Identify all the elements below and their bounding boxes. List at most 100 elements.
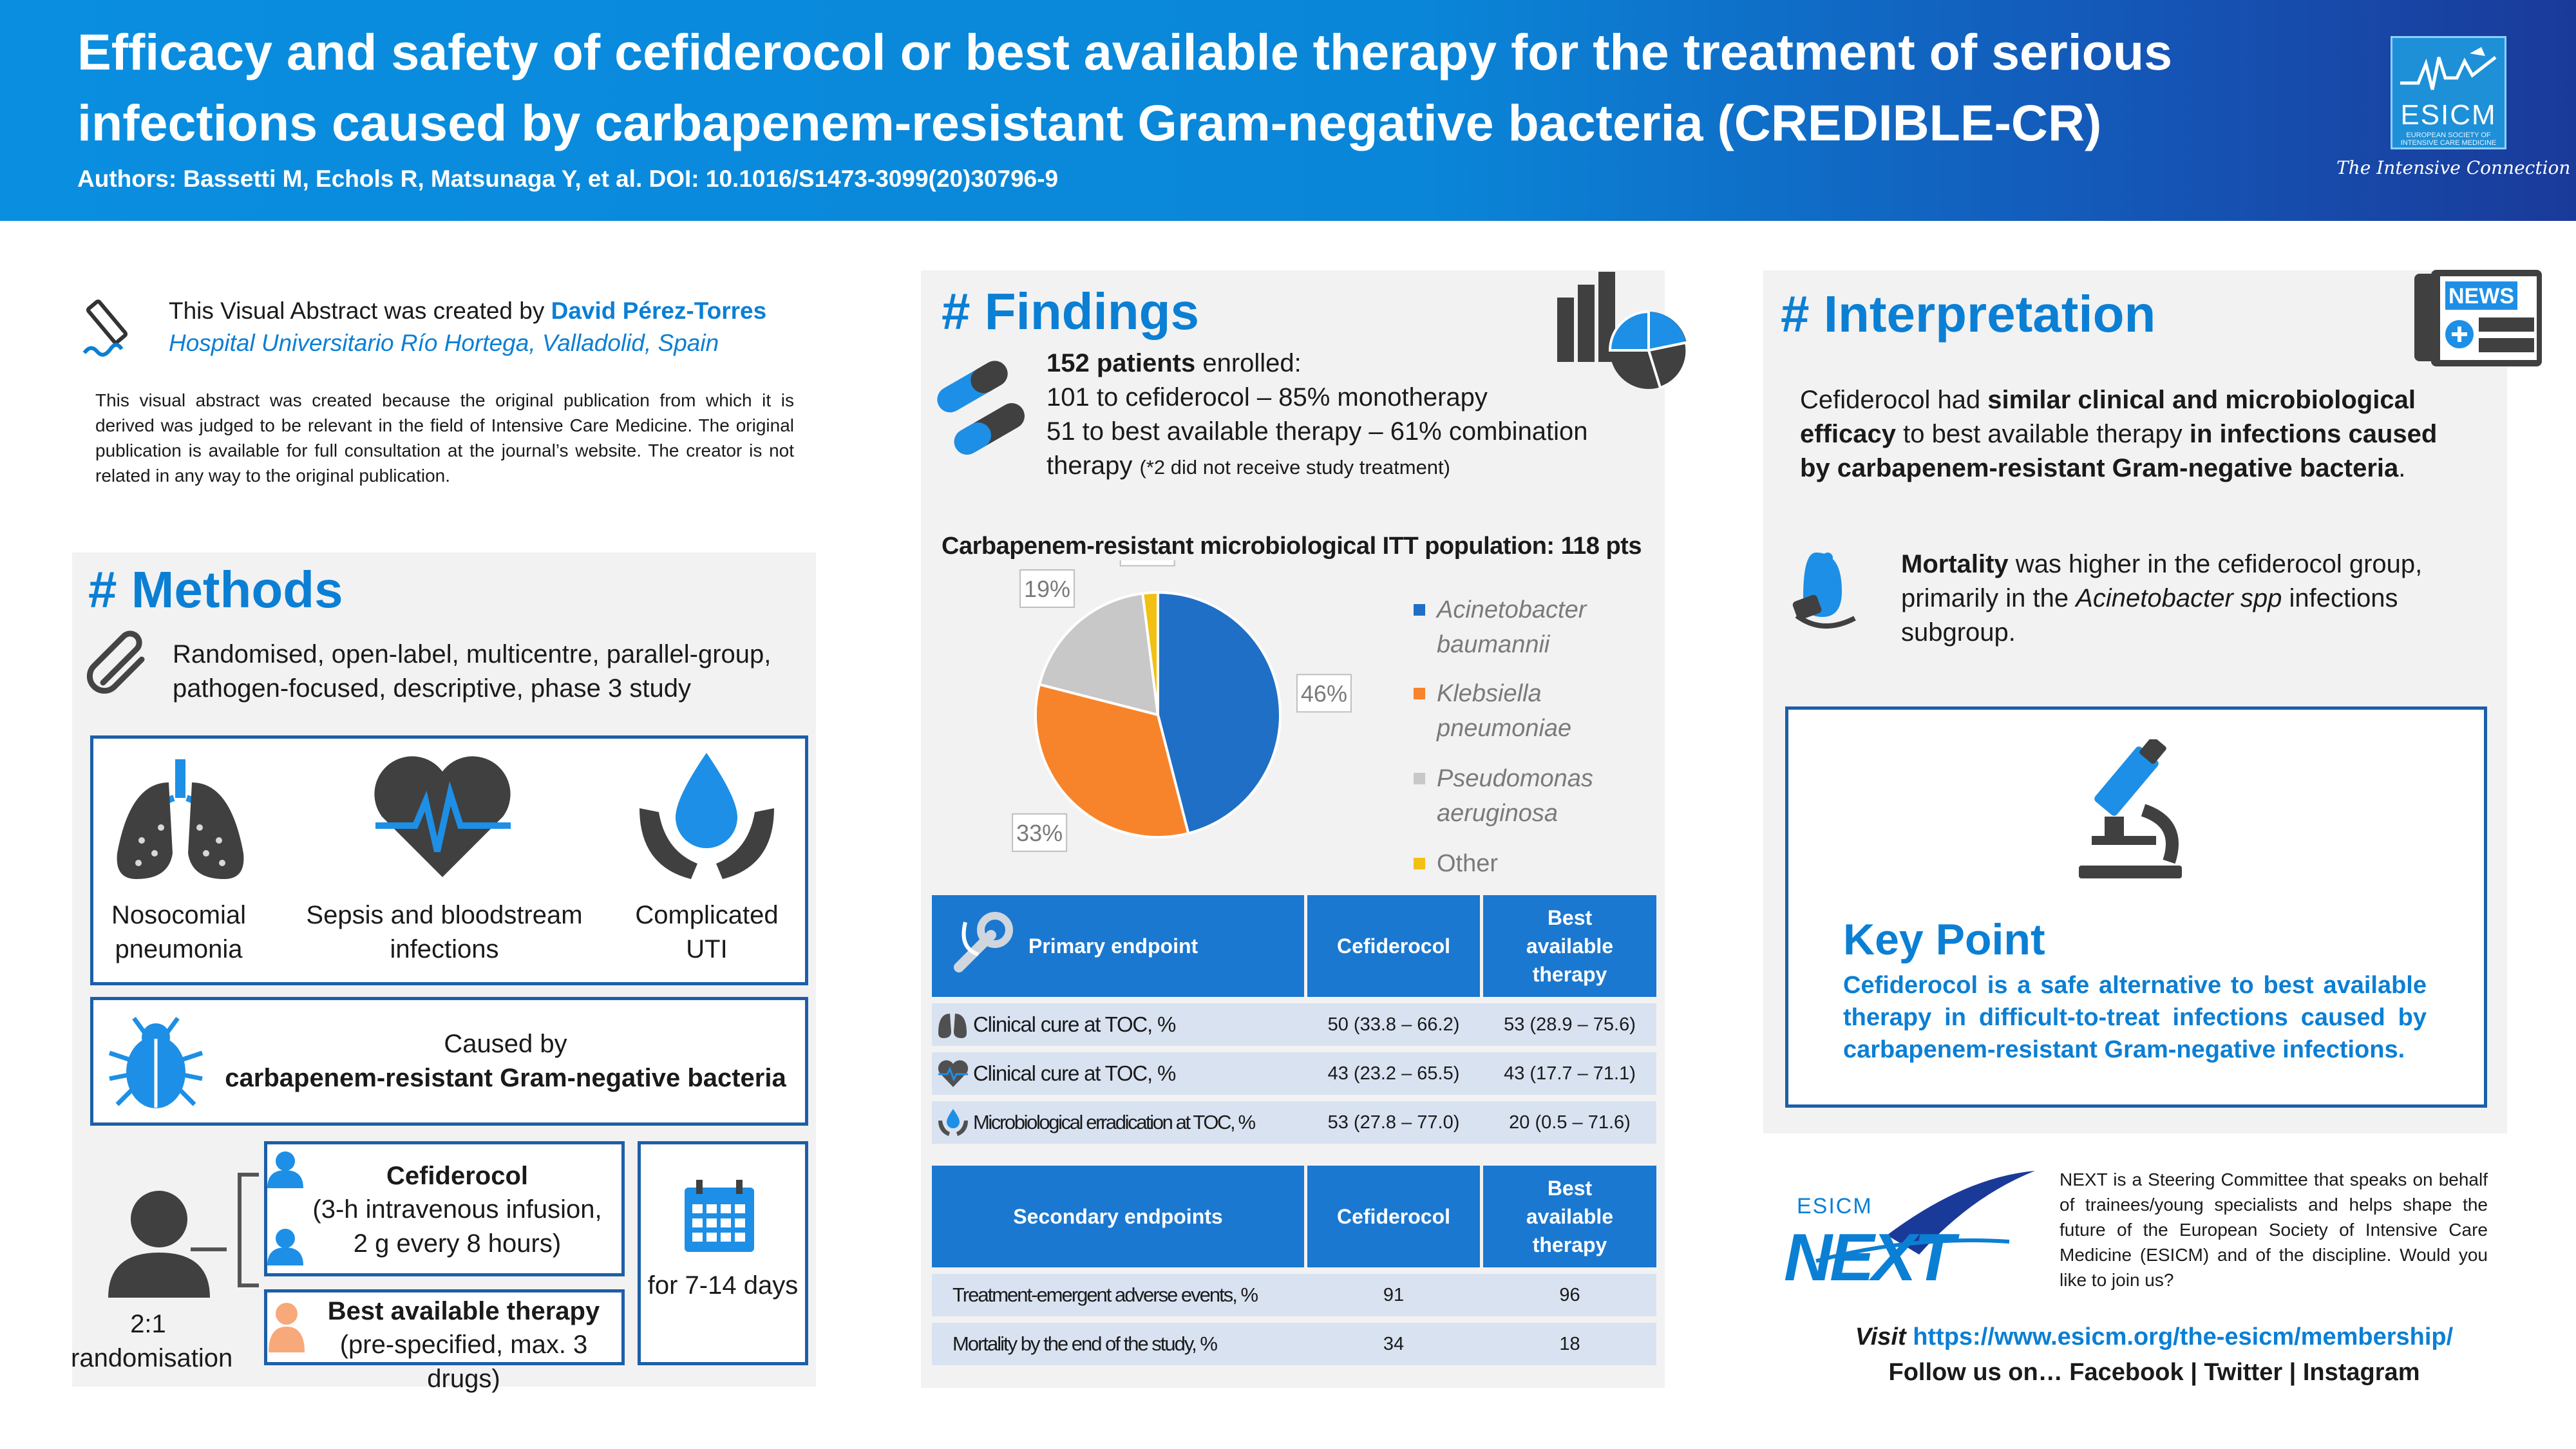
pie-slice-0 bbox=[1157, 591, 1282, 835]
infection-type-1: Nosocomial pneumonia bbox=[111, 901, 246, 963]
pathogen-box bbox=[90, 997, 808, 1126]
pills-icon bbox=[937, 361, 1025, 455]
legend-item-klebsiella: Klebsiella pneumoniae bbox=[1414, 676, 1645, 747]
next-logo-big: NEXT bbox=[1784, 1220, 1955, 1295]
randomisation-label: 2:1 randomisation bbox=[71, 1310, 233, 1372]
text-span: Acinetobacter spp bbox=[2076, 584, 2282, 612]
table-row bbox=[932, 1323, 1656, 1365]
caused-by-label: Caused by bbox=[444, 1030, 567, 1058]
next-swoosh-icon bbox=[1815, 1171, 2035, 1263]
creator-prefix: This Visual Abstract was created by bbox=[169, 298, 551, 324]
randomisation-bracket bbox=[191, 1173, 259, 1287]
table-row bbox=[932, 1101, 1656, 1144]
primary-row-bat: 53 (28.9 – 75.6) bbox=[1504, 1014, 1636, 1035]
primary-endpoint-table: Primary endpoint Cefiderocol Best availa… bbox=[932, 895, 1656, 1145]
text-span: infections subgroup. bbox=[1901, 584, 2398, 647]
heart-pulse-icon bbox=[938, 1060, 969, 1087]
data-label: 46% bbox=[1301, 680, 1347, 706]
table-row bbox=[932, 1274, 1656, 1316]
visit-line: Visit https://www.esicm.org/the-esicm/me… bbox=[1835, 1323, 2473, 1351]
bacteria-bug-icon bbox=[108, 1016, 204, 1108]
data-label-box bbox=[1296, 674, 1352, 713]
legend-swatch bbox=[1414, 773, 1425, 784]
pie-chart: 46% 33% 19% 2% bbox=[1012, 560, 1352, 852]
primary-row-label: Clinical cure at TOC, % bbox=[973, 1061, 1176, 1085]
legend-item-acinetobacter: Acinetobacter baumannii bbox=[1414, 592, 1645, 663]
legend-label: Other bbox=[1437, 850, 1499, 877]
bat-arm-box bbox=[264, 1289, 625, 1365]
study-design: Randomised, open-label, multicentre, par… bbox=[173, 640, 772, 703]
cefiderocol-arm-title: Cefiderocol bbox=[386, 1162, 529, 1190]
water-drop-hands-icon bbox=[639, 753, 774, 879]
cefiderocol-allocation: 101 to cefiderocol – 85% monotherapy bbox=[1046, 383, 1488, 412]
disclaimer: This visual abstract was created because… bbox=[95, 390, 794, 486]
secondary-row-label: Treatment-emergent adverse events, % bbox=[952, 1283, 1258, 1306]
visit-label: Visit bbox=[1855, 1323, 1913, 1350]
creator-name[interactable]: David Pérez-Torres bbox=[551, 298, 767, 324]
news-label: NEWS bbox=[2448, 284, 2514, 308]
heart-pulse-icon bbox=[374, 756, 511, 877]
pie-slice-1 bbox=[1034, 683, 1190, 838]
secondary-endpoints-header: Secondary endpoints bbox=[932, 1166, 1304, 1267]
logo-text: ESICM bbox=[2400, 99, 2497, 131]
newspaper-icon: NEWS bbox=[2414, 270, 2542, 366]
interpretation-heading: # Interpretation bbox=[1781, 285, 2156, 343]
person-blue-icon bbox=[267, 1229, 303, 1265]
primary-cefiderocol-header: Cefiderocol bbox=[1307, 895, 1480, 997]
table-row bbox=[932, 1003, 1656, 1046]
authors-line: Authors: Bassetti M, Echols R, Matsunaga… bbox=[77, 166, 1059, 192]
logo-subtext: EUROPEAN SOCIETY OF INTENSIVE CARE MEDIC… bbox=[2400, 131, 2497, 147]
data-label-box bbox=[1012, 813, 1068, 852]
secondary-row-bat: 96 bbox=[1559, 1284, 1580, 1305]
text-span: similar clinical and microbiological eff… bbox=[1800, 386, 2416, 448]
cefiderocol-arm-box bbox=[264, 1141, 625, 1276]
primary-row-cefiderocol: 43 (23.2 – 65.5) bbox=[1327, 1063, 1460, 1084]
pen-icon bbox=[82, 299, 128, 357]
membership-link[interactable]: https://www.esicm.org/the-esicm/membersh… bbox=[1913, 1323, 2454, 1350]
water-drop-hands-icon bbox=[938, 1109, 968, 1136]
primary-row-cefiderocol: 53 (27.8 – 77.0) bbox=[1327, 1112, 1460, 1133]
chart-stats-icon bbox=[1557, 272, 1689, 390]
text-span: to best available therapy bbox=[1895, 420, 2190, 448]
table-row bbox=[932, 1052, 1656, 1095]
primary-row-bat: 20 (0.5 – 71.6) bbox=[1509, 1112, 1631, 1133]
infection-type-2: Sepsis and bloodstream infections bbox=[306, 901, 583, 963]
enrolled-suffix: enrolled: bbox=[1195, 349, 1302, 377]
primary-bat-header: Best available therapy bbox=[1483, 895, 1656, 997]
text-span: in infections caused by carbapenem-resis… bbox=[1800, 420, 2438, 482]
interpretation-paragraph-2: Mortality was higher in the cefiderocol … bbox=[1901, 547, 2448, 650]
infection-type-3: Complicated UTI bbox=[635, 901, 779, 963]
esicm-next-logo[interactable]: ESICM NEXT bbox=[1777, 1164, 2048, 1295]
text-span: was higher in the cefiderocol group, pri… bbox=[1901, 550, 2423, 612]
person-blue-icon bbox=[267, 1151, 303, 1188]
text-span: Cefiderocol had bbox=[1800, 386, 1988, 414]
bat-arm-detail: (pre-specified, max. 3 drugs) bbox=[339, 1331, 588, 1393]
treatment-note: (*2 did not receive study treatment) bbox=[1139, 456, 1450, 478]
pie-slice-3 bbox=[1141, 591, 1159, 715]
person-orange-icon bbox=[269, 1303, 305, 1352]
legend-swatch bbox=[1414, 604, 1425, 616]
data-label: 33% bbox=[1016, 820, 1063, 846]
logo-wave-icon bbox=[2400, 47, 2497, 90]
next-description: NEXT is a Steering Committee that speaks… bbox=[2060, 1170, 2488, 1290]
social-links[interactable]: Follow us on… Facebook | Twitter | Insta… bbox=[1888, 1359, 2420, 1386]
therapy-word: therapy bbox=[1046, 451, 1140, 480]
secondary-bat-header: Best available therapy bbox=[1483, 1166, 1656, 1267]
enrolled-line: 152 patients enrolled: bbox=[1046, 346, 1302, 381]
bat-allocation-cont: therapy (*2 did not receive study treatm… bbox=[1046, 449, 1450, 484]
paperclip-icon bbox=[86, 630, 145, 694]
pie-slice-2 bbox=[1037, 592, 1160, 717]
data-label: 2% bbox=[1131, 560, 1164, 561]
person-icon bbox=[108, 1191, 210, 1298]
foot-tag-icon bbox=[1792, 553, 1856, 629]
page-title: Efficacy and safety of cefiderocol or be… bbox=[77, 23, 2173, 151]
esicm-logo[interactable] bbox=[2391, 36, 2506, 149]
key-point-text: Cefiderocol is a safe alternative to bes… bbox=[1843, 972, 2427, 1063]
primary-row-cefiderocol: 50 (33.8 – 66.2) bbox=[1327, 1014, 1460, 1035]
secondary-row-cefiderocol: 34 bbox=[1383, 1333, 1405, 1354]
microscope-icon bbox=[2079, 739, 2182, 878]
findings-heading: # Findings bbox=[942, 283, 1199, 340]
secondary-row-bat: 18 bbox=[1559, 1333, 1580, 1354]
legend-label: Acinetobacter baumannii bbox=[1437, 596, 1587, 658]
creator-institution: Hospital Universitario Río Hortega, Vall… bbox=[169, 330, 719, 356]
